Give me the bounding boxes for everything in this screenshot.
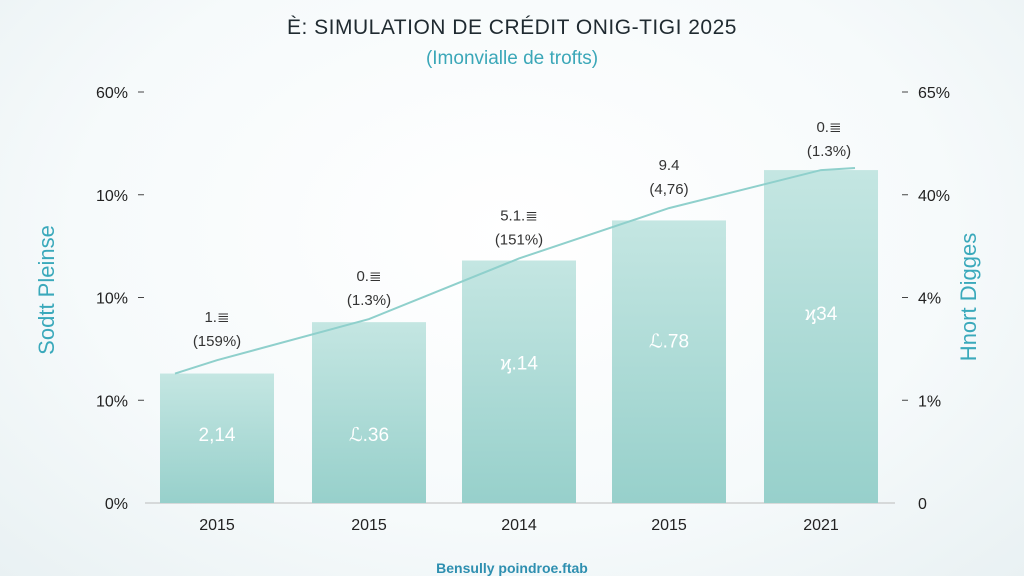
data-label-value: 9.4 (659, 157, 680, 174)
x-tick-label: 2015 (199, 517, 235, 534)
data-label-percent: (1.3%) (347, 292, 391, 309)
bar (160, 373, 274, 503)
y-axis-label-right: Hnort Digges (956, 233, 981, 361)
y-axis-label-left: Sodtt Pleinse (34, 225, 59, 355)
bar (612, 220, 726, 503)
data-label-percent: (4,76) (649, 181, 688, 198)
data-label-value: 0.≣ (356, 268, 381, 285)
bar (462, 260, 576, 503)
x-tick-label: 2015 (651, 517, 687, 534)
left-tick-label: 10% (96, 188, 128, 205)
data-label-value: 1.≣ (204, 309, 229, 326)
bar-inner-label: ϗ.14 (500, 354, 538, 375)
x-tick-label: 2014 (501, 517, 537, 534)
bar-inner-label: ℒ.78 (649, 332, 689, 353)
data-label-value: 5.1.≣ (500, 207, 538, 224)
x-tick-label: 2021 (803, 517, 839, 534)
left-tick-label: 10% (96, 291, 128, 308)
bar (764, 170, 878, 503)
right-tick-label: 1% (918, 393, 941, 410)
chart-title: È: SIMULATION DE CRÉDIT ONIG-TIGI 2025 (287, 16, 737, 39)
bar-inner-label: ϗ34 (805, 304, 838, 325)
x-tick-label: 2015 (351, 517, 387, 534)
bar-inner-label: ℒ.36 (349, 425, 389, 446)
right-tick-label: 4% (918, 291, 941, 308)
data-label-percent: (1.3%) (807, 143, 851, 160)
chart-subtitle: (Imonvialle de trofts) (425, 48, 599, 69)
data-label-percent: (151%) (495, 231, 543, 248)
right-tick-label: 65% (918, 85, 950, 102)
data-label-percent: (159%) (193, 333, 241, 350)
chart-footer: Bensully poindroe.ftab (436, 560, 588, 576)
bar (312, 322, 426, 503)
left-tick-label: 60% (96, 85, 128, 102)
bar-inner-label: 2,14 (199, 425, 236, 446)
trend-line (174, 167, 856, 375)
left-tick-label: 0% (105, 496, 128, 513)
right-tick-label: 0 (918, 496, 927, 513)
data-label-value: 0.≣ (816, 119, 841, 136)
left-tick-label: 10% (96, 393, 128, 410)
right-tick-label: 40% (918, 188, 950, 205)
